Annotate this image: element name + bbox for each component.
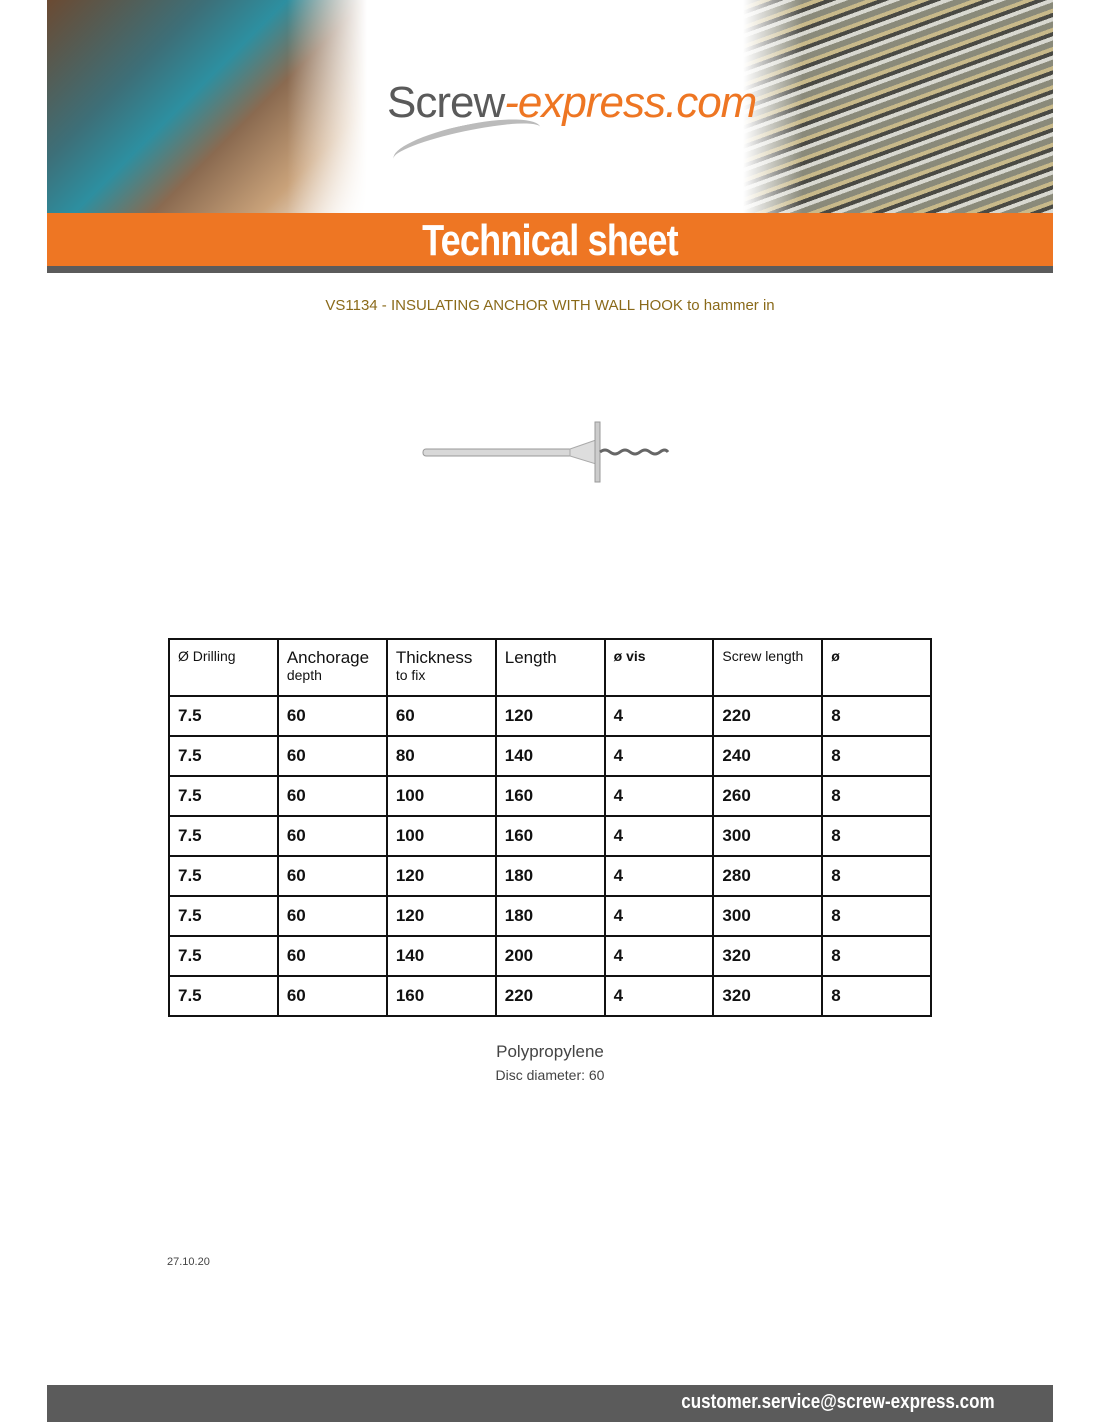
material: Polypropylene	[496, 1042, 604, 1061]
table-cell: 60	[276, 895, 388, 937]
table-row: 7.5 60 80 140 4 240 8	[168, 735, 932, 777]
table-cell: 7.5	[168, 735, 279, 777]
table-cell: 320	[712, 975, 824, 1017]
column-header: Anchorage depth	[276, 638, 388, 697]
header-label: Screw length	[722, 648, 804, 664]
table-cell: 220	[494, 975, 606, 1017]
table-row: 7.5 60 100 160 4 300 8	[168, 815, 932, 857]
column-header: ø	[821, 638, 932, 697]
date: 27.10.20	[167, 1256, 210, 1268]
table-row: 7.5 60 140 200 4 320 8	[168, 935, 932, 977]
table-cell: 60	[276, 815, 388, 857]
table-cell: 4	[603, 855, 715, 897]
table-cell: 4	[603, 735, 715, 777]
table-cell: 4	[603, 935, 715, 977]
table-cell: 120	[385, 855, 497, 897]
table-cell: 8	[821, 695, 932, 737]
table-row: 7.5 60 120 180 4 280 8	[168, 855, 932, 897]
table-cell: 8	[821, 735, 932, 777]
header-label: Ø Drilling	[178, 648, 236, 664]
table-cell: 300	[712, 815, 824, 857]
header-label: ø	[831, 648, 840, 664]
table-cell: 8	[821, 855, 932, 897]
table-cell: 300	[712, 895, 824, 937]
column-header: Ø Drilling	[168, 638, 279, 697]
table-cell: 320	[712, 935, 824, 977]
header-sublabel: to fix	[395, 666, 426, 683]
table-cell: 220	[712, 695, 824, 737]
table-cell: 7.5	[168, 855, 279, 897]
table-row: 7.5 60 120 180 4 300 8	[168, 895, 932, 937]
table-cell: 4	[603, 695, 715, 737]
title-bar: Technical sheet	[47, 213, 1053, 266]
table-cell: 180	[494, 895, 606, 937]
logo-main: Screw	[387, 78, 505, 127]
table-cell: 120	[385, 895, 497, 937]
table-cell: 120	[494, 695, 606, 737]
logo: Screw-express.com	[387, 78, 757, 128]
table-cell: 7.5	[168, 895, 279, 937]
table-cell: 7.5	[168, 975, 279, 1017]
screws-photo	[743, 0, 1053, 213]
table-cell: 60	[276, 775, 388, 817]
table-cell: 8	[821, 815, 932, 857]
header-label: ø vis	[613, 648, 646, 664]
logo-accent: -express.com	[504, 78, 757, 127]
table-cell: 140	[494, 735, 606, 777]
table-cell: 100	[385, 775, 497, 817]
contact-email[interactable]: customer.service@screw-express.com	[681, 1391, 995, 1413]
header-banner: Screw-express.com	[47, 0, 1053, 213]
banner-title: Technical sheet	[422, 216, 679, 265]
table-cell: 60	[276, 975, 388, 1017]
product-title: VS1134 - INSULATING ANCHOR WITH WALL HOO…	[325, 297, 775, 314]
table-cell: 7.5	[168, 935, 279, 977]
header-label: Anchorage	[286, 648, 370, 667]
table-cell: 8	[821, 775, 932, 817]
column-header: ø vis	[603, 638, 715, 697]
table-cell: 8	[821, 895, 932, 937]
table-row: 7.5 60 160 220 4 320 8	[168, 975, 932, 1017]
table-cell: 60	[276, 855, 388, 897]
table-cell: 160	[385, 975, 497, 1017]
table-cell: 4	[603, 895, 715, 937]
table-cell: 100	[385, 815, 497, 857]
spec-table: Ø Drilling Anchorage depth Thickness to fix L…	[168, 638, 932, 1017]
table-cell: 7.5	[168, 695, 279, 737]
table-cell: 4	[603, 815, 715, 857]
column-header: Thickness to fix	[385, 638, 497, 697]
column-header: Length	[494, 638, 606, 697]
table-cell: 180	[494, 855, 606, 897]
table-cell: 4	[603, 775, 715, 817]
table-cell: 280	[712, 855, 824, 897]
tools-photo	[47, 0, 367, 213]
table-cell: 8	[821, 935, 932, 977]
table-cell: 60	[276, 695, 388, 737]
table-row: 7.5 60 100 160 4 260 8	[168, 775, 932, 817]
table-cell: 240	[712, 735, 824, 777]
anchor-image	[422, 421, 670, 483]
header-sublabel: depth	[286, 666, 322, 683]
table-cell: 60	[385, 695, 497, 737]
header-label: Length	[504, 648, 557, 667]
table-cell: 160	[494, 775, 606, 817]
table-cell: 200	[494, 935, 606, 977]
footer-bar: customer.service@screw-express.com	[47, 1385, 1053, 1422]
column-header: Screw length	[712, 638, 824, 697]
table-cell: 160	[494, 815, 606, 857]
header-label: Thickness	[395, 648, 473, 667]
table-cell: 80	[385, 735, 497, 777]
table-cell: 8	[821, 975, 932, 1017]
table-row: 7.5 60 60 120 4 220 8	[168, 695, 932, 737]
table-cell: 140	[385, 935, 497, 977]
table-cell: 7.5	[168, 815, 279, 857]
table-cell: 60	[276, 735, 388, 777]
table-cell: 4	[603, 975, 715, 1017]
table-cell: 260	[712, 775, 824, 817]
table-cell: 60	[276, 935, 388, 977]
divider	[47, 266, 1053, 273]
disc-diameter: Disc diameter: 60	[495, 1067, 605, 1083]
table-cell: 7.5	[168, 775, 279, 817]
table-header-row: Ø Drilling Anchorage depth Thickness to fix L…	[168, 638, 932, 697]
